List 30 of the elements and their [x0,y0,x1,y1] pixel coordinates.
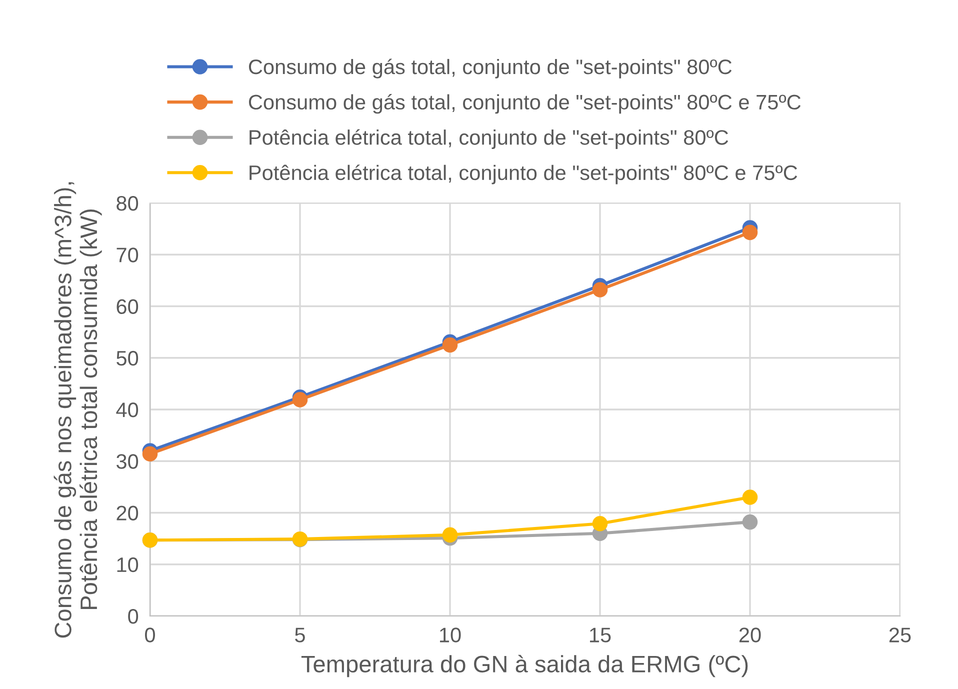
point [442,337,458,353]
point [742,514,758,530]
point [442,527,458,543]
y-tick-label: 0 [128,609,138,624]
y-tick-label: 40 [116,402,138,418]
legend-label: Consumo de gás total, conjunto de "set-points" 80ºC e 75ºC [248,94,801,114]
point [592,282,608,298]
y-tick-label: 30 [116,454,138,469]
y-tick-label: 80 [116,196,138,211]
point [292,392,308,408]
y-axis-title: Consumo de gás nos queimadores (m^3/h), Potência elétrica total consumida (kW) [54,182,102,638]
point [592,516,608,532]
x-tick-label: 5 [295,628,305,642]
y-tick-label: 10 [117,557,138,572]
x-tick-label: 10 [440,628,461,642]
x-axis-title: Temperatura do GN à saida da ERMG (ºC) [301,654,748,678]
x-tick-label: 0 [145,628,155,642]
legend-label: Consumo de gás total, conjunto de "set-points" 80ºC [248,58,732,78]
point [742,490,758,505]
legend-label: Potência elétrica total, conjunto de "set-points" 80ºC [250,129,728,149]
x-tick-label: 15 [590,628,611,642]
point [742,224,758,240]
point [142,446,158,462]
x-tick-label: 20 [739,628,761,642]
y-tick-label: 20 [116,506,138,521]
legend-label: Potência elétrica total, conjunto de "set-points" 80ºC e 75ºC [250,164,798,184]
x-tick-label: 25 [889,628,911,642]
y-tick-label: 50 [116,350,138,366]
y-tick-label: 70 [116,248,138,262]
y-tick-label: 60 [116,299,138,314]
